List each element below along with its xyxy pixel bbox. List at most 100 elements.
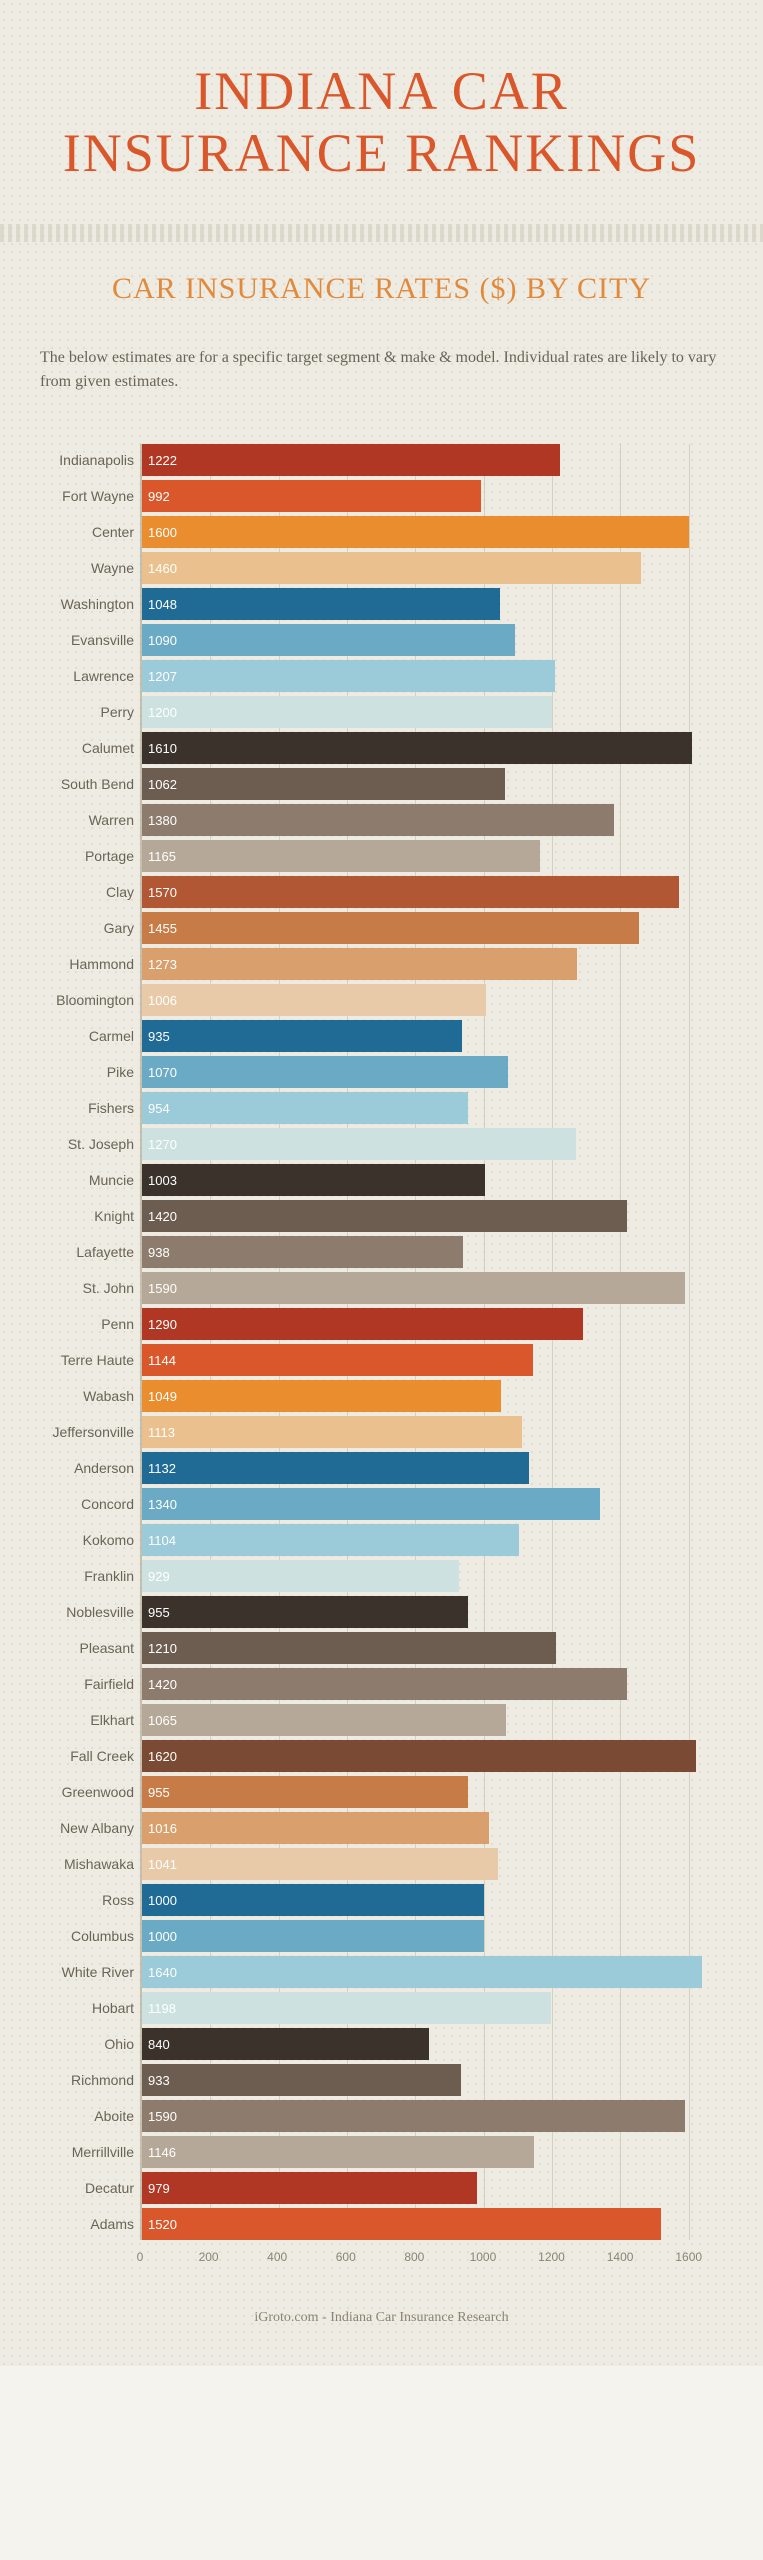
city-label: Bloomington [56,992,142,1008]
bar-row: Ohio840 [142,2028,723,2060]
bar: 1146 [142,2136,534,2168]
city-label: Ohio [104,2036,142,2052]
x-tick-label: 1200 [538,2250,565,2264]
city-label: Franklin [84,1568,142,1584]
intro-text: The below estimates are for a specific t… [40,346,723,394]
city-label: Fairfield [84,1676,142,1692]
bar-row: Gary1455 [142,912,723,944]
bar-row: Pike1070 [142,1056,723,1088]
city-label: Muncie [89,1172,142,1188]
bar-row: Merrillville1146 [142,2136,723,2168]
city-label: Greenwood [62,1784,142,1800]
bar-value: 1420 [148,1677,177,1692]
city-label: Lawrence [73,668,142,684]
bars-container: Indianapolis1222Fort Wayne992Center1600W… [142,444,723,2240]
bar-value: 1455 [148,921,177,936]
city-label: Columbus [71,1928,142,1944]
bar: 1590 [142,1272,685,1304]
city-label: Terre Haute [61,1352,142,1368]
city-label: Indianapolis [59,452,142,468]
bar-value: 979 [148,2181,170,2196]
bar-row: Aboite1590 [142,2100,723,2132]
bar-row: Wayne1460 [142,552,723,584]
page-subtitle: CAR INSURANCE RATES ($) BY CITY [40,272,723,306]
bar: 1070 [142,1056,508,1088]
bar-value: 955 [148,1785,170,1800]
city-label: Portage [85,848,142,864]
bar-row: Fall Creek1620 [142,1740,723,1772]
bar: 1003 [142,1164,485,1196]
bar: 1610 [142,732,692,764]
city-label: Pike [107,1064,142,1080]
bar: 992 [142,480,481,512]
x-tick-label: 1600 [675,2250,702,2264]
bar-chart: Indianapolis1222Fort Wayne992Center1600W… [140,444,723,2270]
city-label: Wayne [91,560,142,576]
bar-row: New Albany1016 [142,1812,723,1844]
bar: 1420 [142,1668,627,1700]
bar: 1207 [142,660,555,692]
bar-row: Evansville1090 [142,624,723,656]
bar: 1620 [142,1740,696,1772]
city-label: Calumet [82,740,142,756]
bar-value: 1006 [148,993,177,1008]
bar-row: Lafayette938 [142,1236,723,1268]
infographic-page: INDIANA CAR INSURANCE RANKINGS CAR INSUR… [0,0,763,2366]
bar-value: 933 [148,2073,170,2088]
bar: 1600 [142,516,689,548]
bar-row: Anderson1132 [142,1452,723,1484]
city-label: St. John [83,1280,142,1296]
city-label: Anderson [74,1460,142,1476]
bar: 1165 [142,840,540,872]
bar-row: Calumet1610 [142,732,723,764]
city-label: Center [92,524,142,540]
city-label: Mishawaka [64,1856,142,1872]
bar-value: 1210 [148,1641,177,1656]
city-label: Evansville [71,632,142,648]
city-label: St. Joseph [68,1136,142,1152]
bar-row: Penn1290 [142,1308,723,1340]
bar-value: 840 [148,2037,170,2052]
bar-row: Lawrence1207 [142,660,723,692]
bar-row: Perry1200 [142,696,723,728]
footer-text: iGroto.com - Indiana Car Insurance Resea… [40,2310,723,2326]
bar-value: 1104 [148,1533,176,1548]
city-label: Concord [81,1496,142,1512]
bar: 1460 [142,552,641,584]
bar-value: 955 [148,1605,170,1620]
bar-value: 1200 [148,705,177,720]
bar-value: 1113 [148,1425,175,1440]
city-label: Richmond [71,2072,142,2088]
bar: 1048 [142,588,500,620]
bar: 1000 [142,1884,484,1916]
bar-row: Noblesville955 [142,1596,723,1628]
bar-value: 1146 [148,2145,176,2160]
bar: 955 [142,1596,468,1628]
bar: 1210 [142,1632,556,1664]
bar: 955 [142,1776,468,1808]
bar-value: 1090 [148,633,177,648]
bar: 938 [142,1236,463,1268]
city-label: Elkhart [90,1712,142,1728]
bar: 1455 [142,912,639,944]
bar: 1270 [142,1128,576,1160]
city-label: Ross [102,1892,142,1908]
bar-value: 954 [148,1101,170,1116]
bar: 1273 [142,948,577,980]
bar-value: 938 [148,1245,170,1260]
city-label: Knight [94,1208,142,1224]
bar-value: 1340 [148,1497,177,1512]
city-label: Noblesville [66,1604,142,1620]
bar-row: Warren1380 [142,804,723,836]
bar-value: 1460 [148,561,177,576]
bar: 1380 [142,804,614,836]
bar: 1016 [142,1812,489,1844]
bar: 929 [142,1560,459,1592]
bar-value: 1003 [148,1173,177,1188]
bar: 1290 [142,1308,583,1340]
bar-row: Muncie1003 [142,1164,723,1196]
bar-row: Richmond933 [142,2064,723,2096]
bar: 1420 [142,1200,627,1232]
bar-value: 1420 [148,1209,177,1224]
city-label: Decatur [85,2180,142,2196]
